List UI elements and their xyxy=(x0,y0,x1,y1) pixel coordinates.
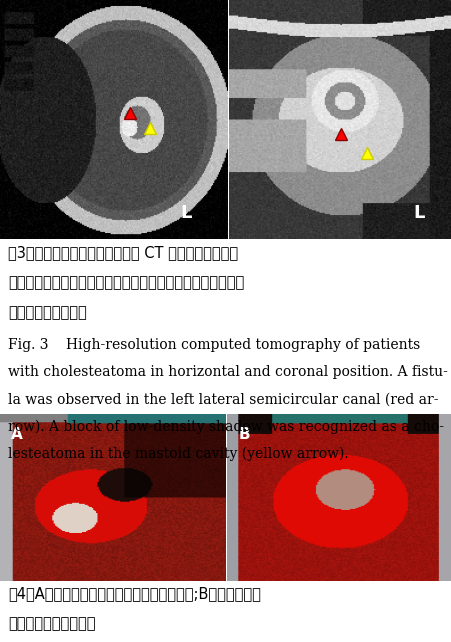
Text: 膜修补羘口后（箍头）: 膜修补羘口后（箍头） xyxy=(8,616,96,631)
Text: lesteatoma in the mastoid cavity (yellow arrow).: lesteatoma in the mastoid cavity (yellow… xyxy=(8,446,348,460)
Text: Fig. 3    High-resolution computed tomography of patients: Fig. 3 High-resolution computed tomograp… xyxy=(8,338,419,352)
Text: row). A block of low-density shadow was recognized as a cho-: row). A block of low-density shadow was … xyxy=(8,419,443,433)
Text: 图4　A：术中探查所见左外半规管羘（箍头）;B：术中颢肌筋: 图4 A：术中探查所见左外半规管羘（箍头）;B：术中颢肌筋 xyxy=(8,586,260,601)
Text: L: L xyxy=(412,204,423,222)
Text: 现，所示分别为外半规管羘口（红色箍头）、术中证实的胆脂: 现，所示分别为外半规管羘口（红色箍头）、术中证实的胆脂 xyxy=(8,275,244,290)
Text: 图3　中耳胆脂疘伴迷路羘管颢骨 CT 水平位及冠状位表: 图3 中耳胆脂疘伴迷路羘管颢骨 CT 水平位及冠状位表 xyxy=(8,245,238,260)
Text: 疘组织（黄色箍头）: 疘组织（黄色箍头） xyxy=(8,306,87,320)
Text: la was observed in the left lateral semicircular canal (red ar-: la was observed in the left lateral semi… xyxy=(8,392,437,406)
Text: A: A xyxy=(11,428,23,442)
Text: B: B xyxy=(238,428,249,442)
Text: with cholesteatoma in horizontal and coronal position. A fistu-: with cholesteatoma in horizontal and cor… xyxy=(8,365,447,379)
Text: L: L xyxy=(180,204,192,222)
